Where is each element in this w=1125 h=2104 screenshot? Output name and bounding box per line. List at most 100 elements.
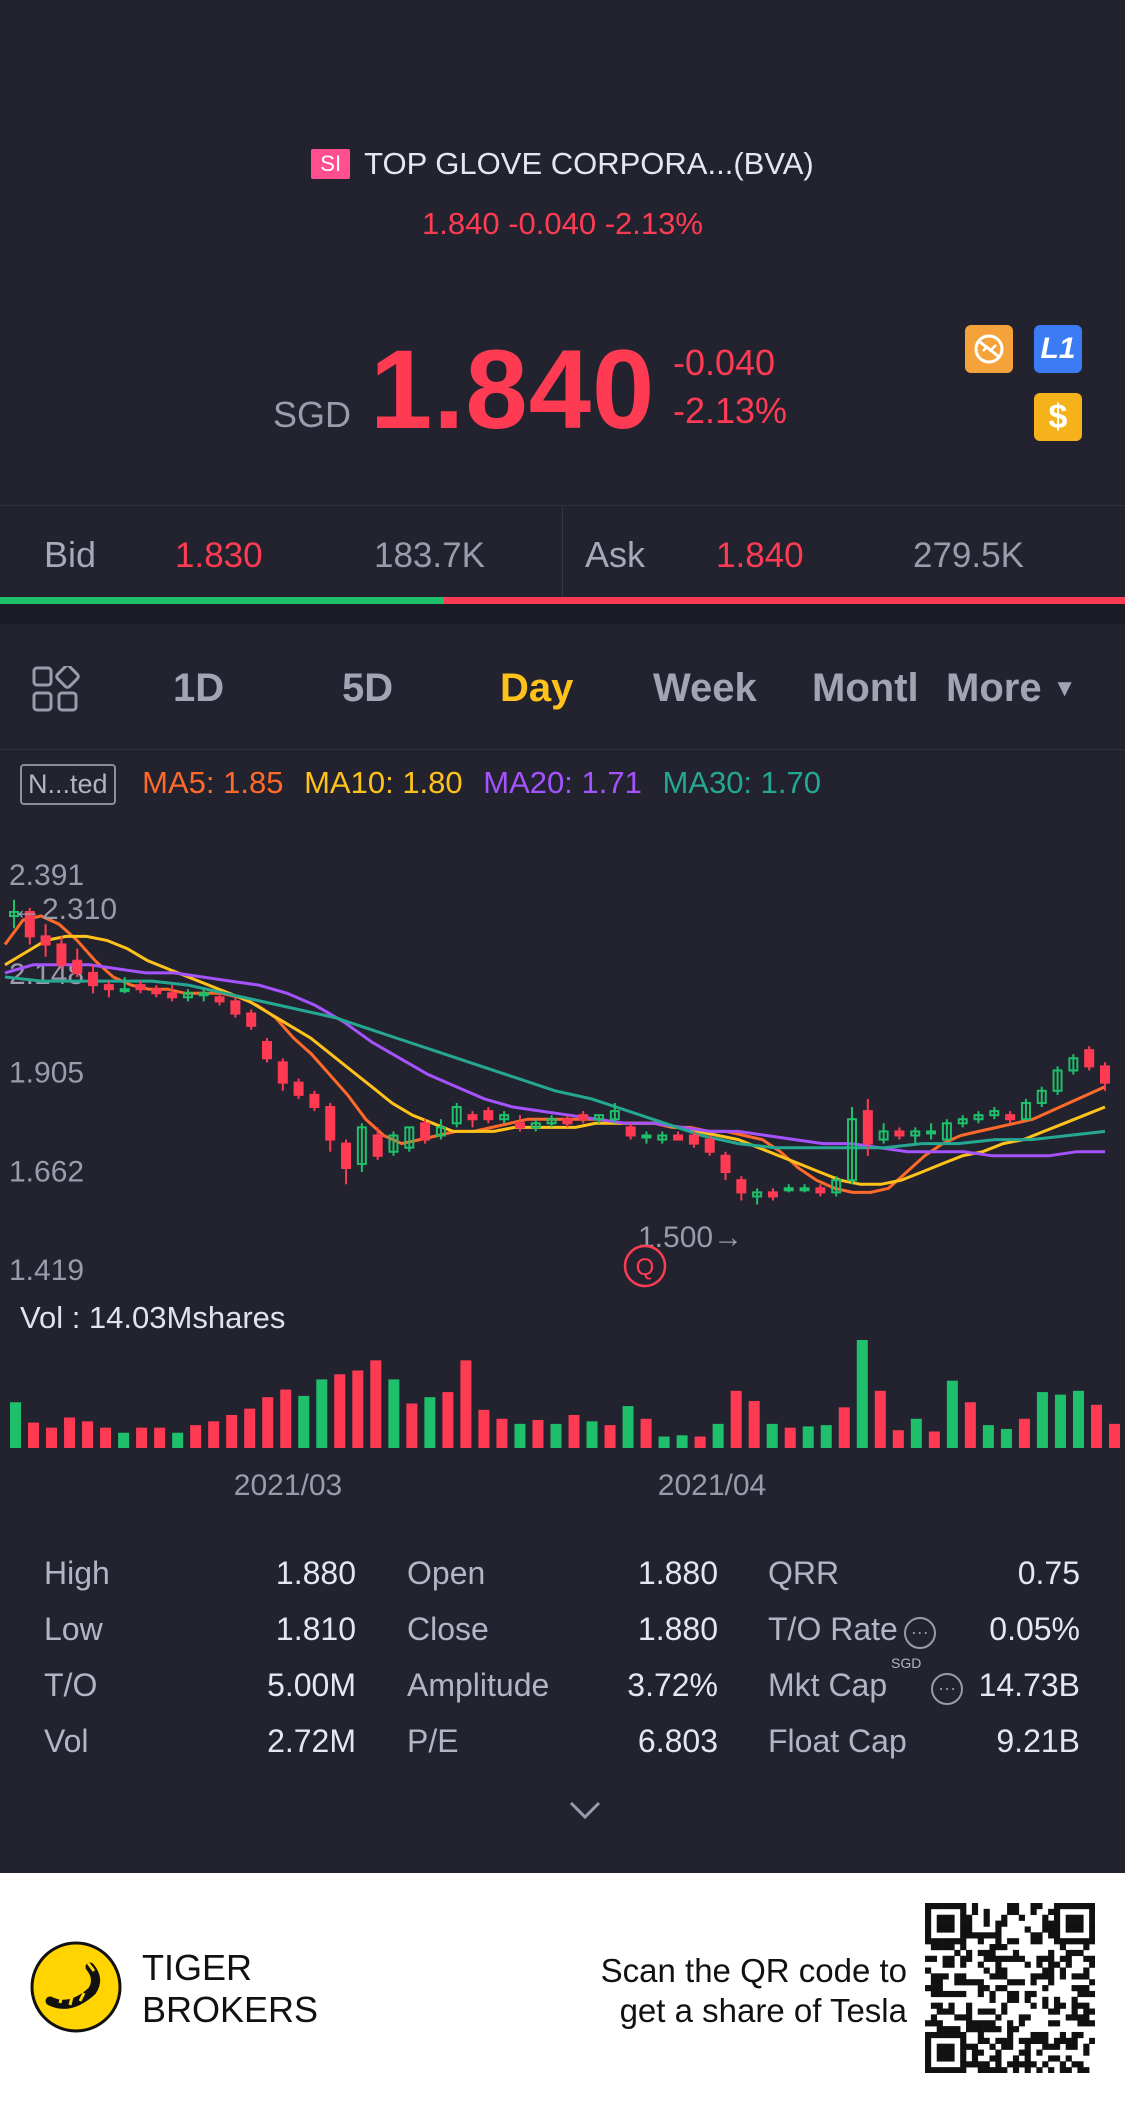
candle-body — [341, 1142, 352, 1169]
qr-module — [983, 2037, 990, 2044]
qr-module — [936, 2031, 943, 2039]
volume-bar — [100, 1427, 112, 1448]
qr-module — [1048, 1961, 1055, 1968]
qr-module — [966, 2043, 973, 2050]
stock-title: SI TOP GLOVE CORPORA...(BVA) — [0, 146, 1125, 182]
candle — [182, 989, 193, 1002]
qr-module — [1083, 1990, 1090, 1998]
qr-module — [930, 1990, 938, 1998]
qr-module — [1012, 1938, 1020, 1945]
qr-module — [1048, 1920, 1055, 1927]
candle-body — [167, 992, 178, 999]
qr-module — [995, 2014, 1002, 2021]
dollar-icon[interactable]: $ — [1034, 393, 1082, 441]
qr-module — [1036, 1932, 1043, 1939]
tab-1d[interactable]: 1D — [173, 666, 225, 710]
candle — [673, 1131, 684, 1141]
qr-module — [1083, 2002, 1090, 2009]
chevron-down-icon[interactable] — [568, 1800, 602, 1822]
qr-module — [1083, 1973, 1090, 1980]
qr-module — [995, 2037, 1002, 2044]
qr-module — [1007, 1996, 1014, 2003]
qr-module — [1065, 2043, 1072, 2050]
tab-5d[interactable]: 5D — [342, 666, 394, 710]
qr-module — [977, 1979, 984, 1986]
volume-bar — [370, 1360, 382, 1448]
qr-module — [1018, 1914, 1025, 1921]
qr-module — [1053, 2037, 1061, 2044]
candle-body — [483, 1110, 494, 1121]
qr-module — [983, 2026, 990, 2033]
candle — [1100, 1062, 1110, 1091]
qr-module — [948, 1961, 955, 1968]
qr-module — [1018, 1979, 1025, 1986]
info-icon[interactable]: ··· — [903, 1617, 936, 1649]
qr-module — [977, 2067, 984, 2073]
volume-bar — [748, 1400, 760, 1448]
qr-module — [995, 1932, 1002, 1939]
qr-module — [936, 2067, 943, 2073]
qr-module — [1007, 2037, 1014, 2044]
qr-module — [1042, 2037, 1049, 2044]
candle — [1020, 1098, 1031, 1121]
qr-module — [1071, 1973, 1078, 1980]
volume-bar — [154, 1427, 166, 1448]
candle-body — [151, 988, 162, 995]
qr-module — [954, 2014, 961, 2021]
tab-day[interactable]: Day — [500, 666, 574, 710]
qr-module — [995, 1926, 1002, 1933]
qr-module — [936, 2002, 943, 2009]
qr-module — [936, 2049, 943, 2056]
level1-icon[interactable]: L1 — [1034, 325, 1082, 373]
layout-grid-icon[interactable] — [32, 666, 80, 714]
qr-module — [966, 2002, 973, 2009]
qr-module — [1048, 1955, 1055, 1962]
candle — [894, 1127, 905, 1140]
candle — [88, 964, 99, 994]
qr-module — [948, 1903, 955, 1910]
no-short-icon[interactable] — [965, 325, 1013, 373]
candle — [578, 1111, 589, 1124]
qr-module — [942, 2067, 949, 2073]
qr-module — [936, 1973, 943, 1980]
candle — [973, 1111, 984, 1124]
qr-module — [1065, 2014, 1072, 2021]
qr-module — [936, 1920, 943, 1927]
qr-module — [936, 1914, 943, 1921]
candle-body — [704, 1138, 715, 1153]
qr-module — [1012, 1955, 1020, 1962]
qr-module — [1048, 2055, 1055, 2062]
qr-module — [1065, 1926, 1072, 1933]
stat-label: Amplitude — [407, 1667, 550, 1703]
candle — [546, 1115, 557, 1128]
tab-more[interactable]: More ▼ — [946, 666, 1076, 711]
qr-module — [960, 2061, 967, 2068]
qr-module — [1001, 1914, 1008, 1921]
tab-week[interactable]: Week — [653, 666, 757, 710]
qr-module — [1012, 1908, 1020, 1916]
info-icon[interactable]: ··· — [931, 1673, 964, 1705]
qr-module — [983, 1920, 990, 1927]
qr-module — [989, 2043, 996, 2050]
adjust-mode-tag[interactable]: N...ted — [20, 764, 116, 805]
tab-month[interactable]: Montl — [812, 666, 919, 710]
candle — [483, 1107, 494, 1124]
volume-bar — [442, 1392, 454, 1448]
qr-module — [960, 1932, 967, 1939]
qr-module — [960, 1961, 967, 1968]
candle-body — [783, 1187, 794, 1192]
qr-module — [960, 2043, 967, 2050]
qr-module — [966, 2014, 973, 2021]
qr-module — [942, 1990, 949, 1998]
qr-module — [1001, 2037, 1008, 2044]
qr-module — [983, 2020, 990, 2027]
candle — [1052, 1066, 1063, 1095]
qr-module — [925, 1967, 932, 1974]
volume-bar — [334, 1374, 346, 1448]
candle-body — [230, 1000, 241, 1015]
candle-body — [1068, 1057, 1079, 1072]
qr-module — [1077, 1973, 1084, 1980]
stat-label: High — [44, 1555, 110, 1591]
candle — [119, 977, 130, 994]
